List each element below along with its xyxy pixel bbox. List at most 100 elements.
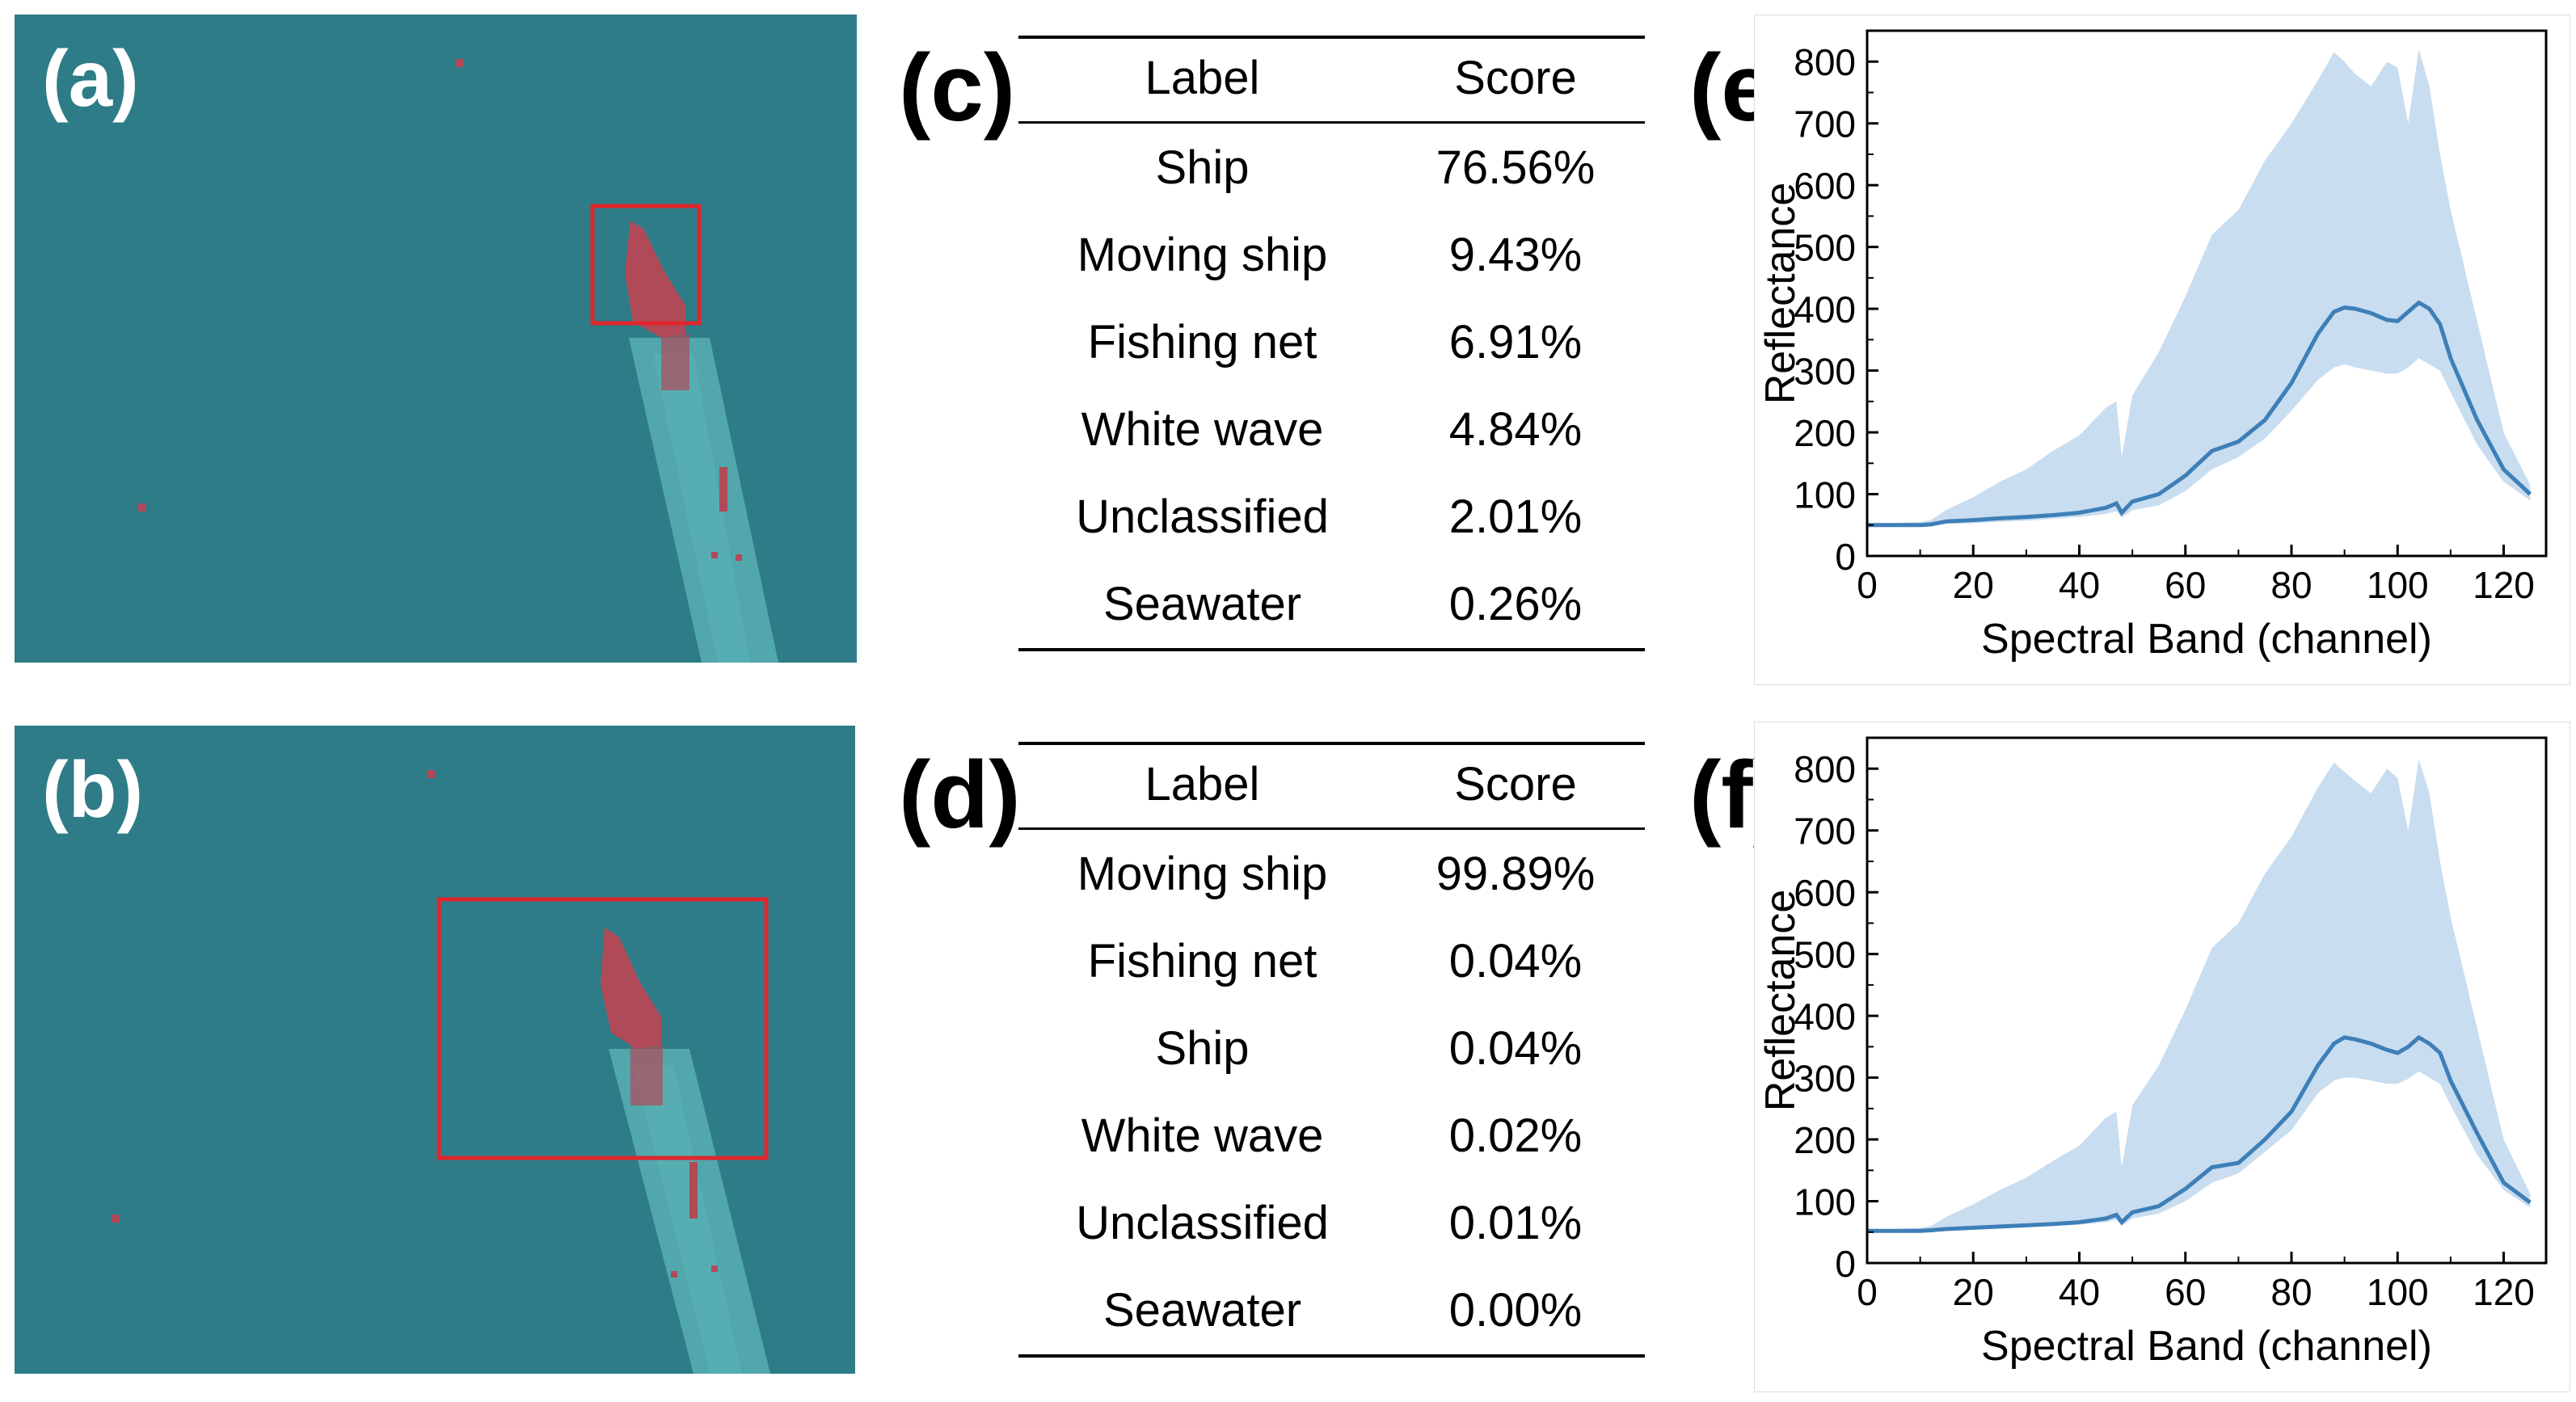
y-tick-label: 0 bbox=[1835, 536, 1856, 578]
panel-label-c: (c) bbox=[899, 35, 1016, 141]
x-tick-label: 40 bbox=[2059, 1271, 2100, 1313]
row-score: 99.89% bbox=[1436, 848, 1596, 900]
header-score: Score bbox=[1454, 52, 1577, 104]
y-tick-label: 700 bbox=[1794, 810, 1856, 853]
std-band-area bbox=[1867, 759, 2531, 1232]
row-label: White wave bbox=[1081, 1109, 1324, 1162]
mean-line bbox=[1867, 1034, 2532, 1233]
satellite-image-a bbox=[15, 15, 857, 663]
y-tick-label: 400 bbox=[1794, 288, 1856, 331]
spectral-chart-e: 0 100 200 300 400 500 600 700 800 0 20 40 60 80 100 120… bbox=[1753, 14, 2571, 686]
y-tick-label: 300 bbox=[1794, 351, 1856, 393]
table-header-rule bbox=[1018, 121, 1645, 124]
x-tick-label: 20 bbox=[1953, 564, 1994, 606]
x-axis-label: Spectral Band (channel) bbox=[1981, 1323, 2432, 1370]
x-tick-label: 0 bbox=[1857, 564, 1878, 606]
table-top-rule bbox=[1018, 742, 1645, 745]
row-label: Unclassified bbox=[1076, 1197, 1329, 1249]
score-table-c: Label Score Ship 76.56% Moving ship 9.43… bbox=[1018, 36, 1645, 658]
image-panel-b: (b) bbox=[15, 726, 855, 1374]
ship-trail bbox=[661, 334, 689, 390]
row-score: 2.01% bbox=[1448, 490, 1583, 543]
x-tick-label: 60 bbox=[2165, 1271, 2206, 1313]
y-tick-label: 500 bbox=[1794, 934, 1856, 976]
row-score: 0.00% bbox=[1448, 1284, 1583, 1337]
speck bbox=[736, 554, 742, 561]
x-tick-label: 80 bbox=[2270, 1271, 2312, 1313]
panel-label-a: (a) bbox=[42, 34, 139, 123]
row-label: Fishing net bbox=[1087, 935, 1318, 987]
row-score: 9.43% bbox=[1448, 229, 1583, 281]
table-bottom-rule bbox=[1018, 1354, 1645, 1358]
y-tick-label: 600 bbox=[1794, 165, 1856, 207]
x-tick-label: 0 bbox=[1857, 1271, 1878, 1313]
header-label: Label bbox=[1145, 52, 1260, 104]
speck bbox=[711, 552, 718, 558]
row-score: 4.84% bbox=[1448, 403, 1583, 456]
row-score: 0.01% bbox=[1448, 1197, 1583, 1249]
speck bbox=[138, 503, 146, 512]
row-score: 6.91% bbox=[1448, 316, 1583, 368]
mean-line bbox=[1867, 300, 2532, 528]
score-table-d: Label Score Moving ship 99.89% Fishing n… bbox=[1018, 742, 1645, 1364]
y-tick-label: 200 bbox=[1794, 412, 1856, 454]
speck bbox=[711, 1265, 718, 1272]
x-tick-label: 100 bbox=[2367, 564, 2429, 606]
y-tick-label: 300 bbox=[1794, 1058, 1856, 1100]
row-label: Seawater bbox=[1102, 1284, 1302, 1337]
ship-wake-inner bbox=[653, 354, 750, 663]
x-tick-label: 20 bbox=[1953, 1271, 1994, 1313]
speck bbox=[671, 1271, 677, 1278]
y-tick-label: 100 bbox=[1794, 1181, 1856, 1223]
y-tick-label: 700 bbox=[1794, 103, 1856, 145]
chart-svg-e: 0 100 200 300 400 500 600 700 800 0 20 40 60 80 100 120… bbox=[1753, 14, 2571, 686]
speck bbox=[427, 770, 435, 778]
row-label: Moving ship bbox=[1077, 848, 1328, 900]
ship-hull bbox=[601, 928, 661, 1049]
x-tick-label: 80 bbox=[2270, 564, 2312, 606]
detection-box bbox=[590, 204, 702, 326]
row-score: 0.04% bbox=[1448, 935, 1583, 987]
ship-marker bbox=[719, 467, 727, 512]
panel-label-d: (d) bbox=[899, 742, 1021, 848]
chart-svg-f: 0 100 200 300 400 500 600 700 800 0 20 40 60 80 100 120… bbox=[1753, 721, 2571, 1393]
y-tick-label: 500 bbox=[1794, 227, 1856, 269]
ship-hull bbox=[625, 221, 685, 338]
x-tick-label: 120 bbox=[2473, 564, 2535, 606]
row-label: White wave bbox=[1081, 403, 1324, 456]
x-tick-label: 60 bbox=[2165, 564, 2206, 606]
x-tick-label: 40 bbox=[2059, 564, 2100, 606]
y-tick-label: 200 bbox=[1794, 1119, 1856, 1161]
y-tick-label: 800 bbox=[1794, 748, 1856, 790]
table-top-rule bbox=[1018, 36, 1645, 39]
ship-marker bbox=[689, 1162, 698, 1219]
row-label: Unclassified bbox=[1076, 490, 1329, 543]
plot-border bbox=[1866, 736, 2548, 1265]
std-band-area bbox=[1867, 48, 2531, 527]
row-label: Ship bbox=[1155, 141, 1250, 194]
row-label: Moving ship bbox=[1077, 229, 1328, 281]
table-bottom-rule bbox=[1018, 648, 1645, 651]
y-tick-label: 400 bbox=[1794, 996, 1856, 1038]
speck bbox=[455, 59, 463, 67]
ship-wake-inner bbox=[633, 1065, 742, 1374]
row-score: 0.02% bbox=[1448, 1109, 1583, 1162]
x-tick-label: 120 bbox=[2473, 1271, 2535, 1313]
row-score: 0.04% bbox=[1448, 1022, 1583, 1075]
panel-label-b: (b) bbox=[42, 745, 144, 834]
speck bbox=[112, 1215, 120, 1223]
y-tick-label: 600 bbox=[1794, 872, 1856, 914]
y-tick-label: 100 bbox=[1794, 474, 1856, 516]
header-label: Label bbox=[1145, 758, 1260, 810]
y-tick-label: 0 bbox=[1835, 1243, 1856, 1285]
row-label: Seawater bbox=[1102, 578, 1302, 630]
row-score: 0.26% bbox=[1448, 578, 1583, 630]
row-label: Fishing net bbox=[1087, 316, 1318, 368]
table-header-rule bbox=[1018, 827, 1645, 830]
spectral-chart-f: 0 100 200 300 400 500 600 700 800 0 20 40 60 80 100 120… bbox=[1753, 721, 2571, 1393]
ship-trail bbox=[630, 1045, 663, 1105]
header-score: Score bbox=[1454, 758, 1577, 810]
row-label: Ship bbox=[1155, 1022, 1250, 1075]
x-tick-label: 100 bbox=[2367, 1271, 2429, 1313]
y-tick-label: 800 bbox=[1794, 41, 1856, 83]
